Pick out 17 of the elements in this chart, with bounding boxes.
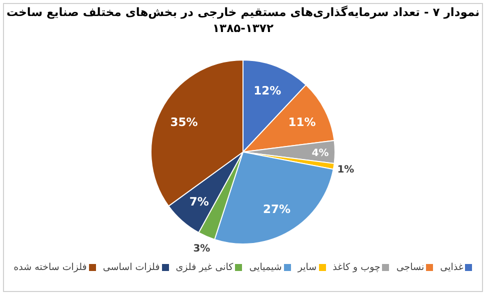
data-label: 27% — [262, 202, 291, 216]
legend-label: شیمیایی — [249, 262, 282, 273]
legend-label: کانی غیر فلزی — [176, 262, 234, 273]
data-label: 11% — [288, 114, 316, 129]
legend-label: غذایی — [440, 262, 464, 273]
legend-label: چوب و کاغذ — [332, 262, 380, 273]
legend-label: فلزات ساخته شده — [14, 262, 87, 273]
data-label: 4% — [312, 148, 329, 159]
legend-label: فلزات اساسی — [102, 262, 160, 273]
data-label: 12% — [254, 83, 282, 98]
data-label: 7% — [189, 194, 210, 209]
data-label: 35% — [170, 114, 198, 129]
data-label: 1% — [337, 164, 354, 176]
chart-title: نمودار ۷ - تعداد سرمایه‌گذاری‌های مستقیم خارجی در بخش‌های مختلف صنایع ساخت ۱۳۷۲-۱۳۸۵ — [6, 4, 480, 36]
legend-label: سایر — [298, 262, 317, 273]
legend-label: نساجی — [396, 262, 424, 273]
data-label: 3% — [193, 243, 210, 254]
